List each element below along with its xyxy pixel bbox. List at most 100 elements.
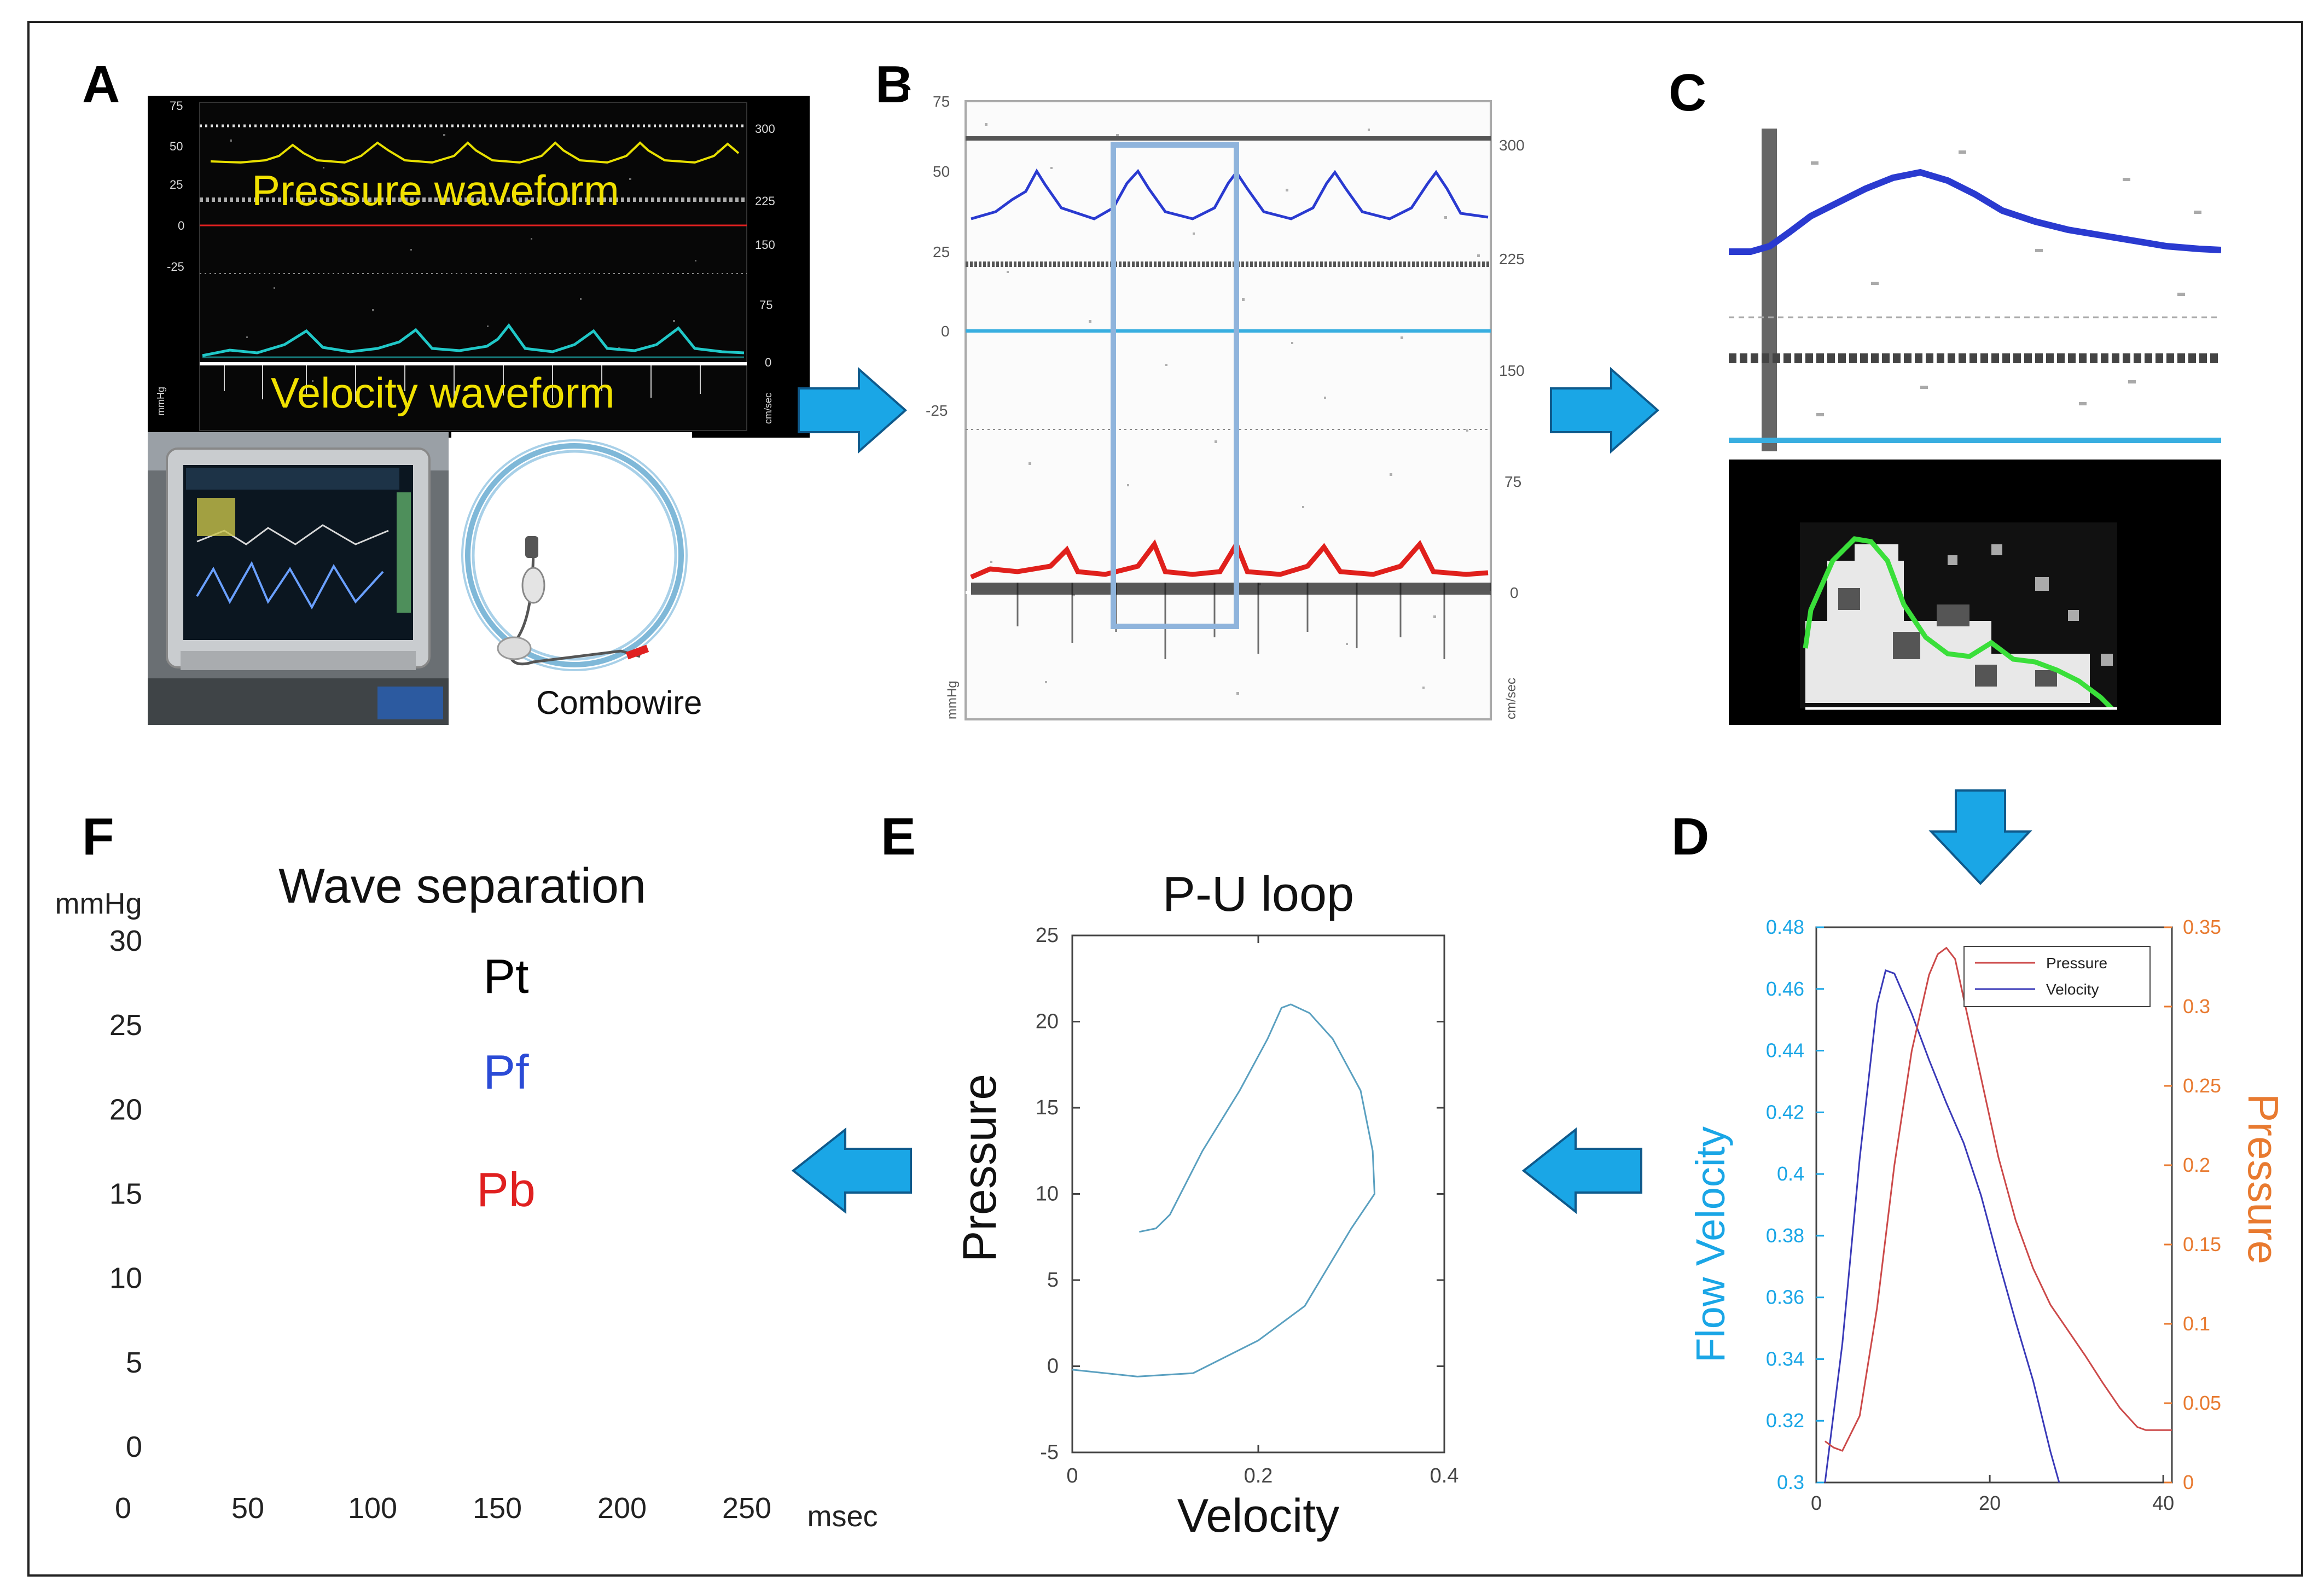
panel-e-x-tick-label: 0 xyxy=(1066,1464,1078,1487)
panel-b-right-tick: 225 xyxy=(1499,251,1525,268)
panel-a-left-tick: 75 xyxy=(170,99,183,113)
panel-e-y-tick-label: 15 xyxy=(1036,1096,1059,1119)
panel-e-y-tick-label: 0 xyxy=(1047,1355,1059,1378)
panel-label-d: D xyxy=(1671,807,1710,866)
panel-f-ylabel: mmHg xyxy=(55,887,142,920)
panel-d-right-tick-label: 0 xyxy=(2183,1471,2194,1493)
legend-velocity-label: Velocity xyxy=(2046,981,2099,998)
panel-b-left-tick: -25 xyxy=(926,402,948,419)
panel-d-ylabel-left: Flow Velocity xyxy=(1688,1126,1733,1363)
panel-b-left-tick: 25 xyxy=(933,243,950,260)
panel-label-a: A xyxy=(82,55,120,114)
panel-f-x-tick-label: 150 xyxy=(473,1492,522,1525)
panel-d-right-tick-label: 0.1 xyxy=(2183,1312,2210,1335)
panel-d-right-tick-label: 0.35 xyxy=(2183,916,2221,938)
panel-b-right-tick: 150 xyxy=(1499,362,1525,379)
legend-pressure-label: Pressure xyxy=(2046,955,2107,972)
panel-label-c: C xyxy=(1669,63,1707,122)
panel-e-plot-area xyxy=(1071,934,1445,1454)
panel-e-y-tick-label: 5 xyxy=(1047,1269,1059,1292)
panel-a-left-tick: 50 xyxy=(170,139,183,153)
panel-d-chart: 0.48 0.46 0.44 0.42 0.4 0.38 0.36 0.34 0.32 0.3 0.… xyxy=(1688,916,2287,1514)
panel-d-right-tick-label: 0.25 xyxy=(2183,1074,2221,1097)
pressure-waveform-label: Pressure waveform xyxy=(252,166,619,214)
panel-f-x-tick-label: 0 xyxy=(115,1492,131,1525)
panel-f-y-tick-label: 0 xyxy=(126,1431,142,1463)
panel-c-single-beat xyxy=(1729,129,2221,725)
panel-f-x-tick-label: 250 xyxy=(722,1492,771,1525)
panel-f-xlabel: msec xyxy=(807,1500,878,1533)
panel-d-left-tick-label: 0.48 xyxy=(1766,916,1804,938)
panel-a-right-unit: cm/sec xyxy=(763,393,774,424)
panel-e-title: P-U loop xyxy=(1163,867,1354,922)
panel-b-right-tick: 0 xyxy=(1510,584,1519,601)
panel-e-y-tick-label: 10 xyxy=(1036,1183,1059,1206)
panel-e-ylabel: Pressure xyxy=(954,1074,1006,1262)
panel-a-monitor-screen: 75 50 25 0 -25 300 225 150 75 0 mmHg cm/… xyxy=(148,96,810,438)
velocity-waveform-label: Velocity waveform xyxy=(271,369,615,417)
legend-pf-label: Pf xyxy=(483,1045,529,1099)
panel-d-left-tick-label: 0.3 xyxy=(1777,1471,1804,1493)
panel-d-plot-area xyxy=(1815,926,2173,1484)
panel-f-y-tick-label: 25 xyxy=(109,1009,142,1042)
panel-b-left-tick: 75 xyxy=(933,93,950,110)
panel-d-x-tick-label: 0 xyxy=(1811,1492,1822,1514)
panel-d-left-tick-label: 0.34 xyxy=(1766,1347,1804,1370)
panel-f-title: Wave separation xyxy=(278,859,646,914)
panel-f-y-tick-label: 5 xyxy=(126,1346,142,1379)
panel-d-right-tick-label: 0.15 xyxy=(2183,1233,2221,1255)
combowire-coil-photo xyxy=(451,432,692,728)
panel-b-left-unit: mmHg xyxy=(945,681,960,719)
panel-e-x-tick-label: 0.4 xyxy=(1430,1464,1459,1487)
combowire-monitor-photo xyxy=(148,432,449,725)
panel-a-left-tick: 0 xyxy=(178,219,184,232)
panel-d-x-tick-label: 40 xyxy=(2152,1492,2174,1514)
arrow-d-to-e xyxy=(1521,1127,1642,1214)
panel-e-y-tick-label: -5 xyxy=(1040,1441,1059,1464)
panel-a-left-tick: -25 xyxy=(167,260,184,274)
panel-d-ylabel-right: Pressure xyxy=(2239,1094,2287,1264)
panel-a-right-tick: 150 xyxy=(755,238,775,252)
panel-d-left-tick-label: 0.38 xyxy=(1766,1224,1804,1247)
panel-f-x-tick-label: 50 xyxy=(231,1492,264,1525)
panel-label-b: B xyxy=(875,55,914,114)
panel-b-left-tick: 50 xyxy=(933,163,950,180)
arrow-e-to-f xyxy=(791,1127,912,1214)
panel-d-x-tick-label: 20 xyxy=(1979,1492,2001,1514)
panel-a-right-tick: 300 xyxy=(755,122,775,136)
panel-b-zoomed-trace: 75 50 25 0 -25 300 225 150 75 0 mmHg cm/… xyxy=(908,90,1554,728)
panel-a-right-tick: 0 xyxy=(765,356,771,369)
panel-f-y-tick-label: 15 xyxy=(109,1178,142,1211)
panel-f-y-tick-label: 10 xyxy=(109,1262,142,1295)
panel-d-legend xyxy=(1963,946,2151,1007)
panel-b-right-tick: 300 xyxy=(1499,137,1525,154)
panel-d-left-tick-label: 0.36 xyxy=(1766,1286,1804,1309)
panel-e-chart: P-U loop 25 20 15 10 5 0 -5 0 0.2 0.4 Velocity Pr… xyxy=(954,867,1459,1542)
legend-pt-label: Pt xyxy=(483,949,528,1003)
panel-d-left-tick-label: 0.42 xyxy=(1766,1101,1804,1123)
panel-d-series-pressure-line xyxy=(1825,946,2172,1452)
panel-d-right-tick-label: 0.2 xyxy=(2183,1154,2210,1176)
arrow-b-to-c xyxy=(1550,367,1660,454)
panel-e-y-tick-label: 25 xyxy=(1036,924,1059,947)
panel-d-left-tick-label: 0.32 xyxy=(1766,1409,1804,1432)
legend-pb-label: Pb xyxy=(477,1162,536,1217)
panel-d-left-tick-label: 0.44 xyxy=(1766,1039,1804,1062)
combowire-label: Combowire xyxy=(536,684,702,721)
panel-f-x-tick-label: 200 xyxy=(597,1492,647,1525)
panel-a-right-tick: 225 xyxy=(755,194,775,208)
panel-label-f: F xyxy=(82,807,114,866)
panel-a-left-unit: mmHg xyxy=(155,387,166,416)
arrow-c-to-d xyxy=(1928,789,2032,885)
panel-label-e: E xyxy=(881,807,916,866)
panel-e-pu-loop-line xyxy=(1072,1003,1376,1377)
panel-b-left-tick: 0 xyxy=(941,323,950,340)
panel-e-y-tick-label: 20 xyxy=(1036,1010,1059,1033)
panel-d-series-velocity-line xyxy=(1824,969,2060,1483)
panel-f-y-tick-label: 20 xyxy=(109,1093,142,1126)
panel-d-left-tick-label: 0.4 xyxy=(1777,1162,1804,1185)
panel-d-right-tick-label: 0.3 xyxy=(2183,995,2210,1018)
panel-f-y-tick-label: 30 xyxy=(109,925,142,957)
panel-d-right-tick-label: 0.05 xyxy=(2183,1392,2221,1414)
